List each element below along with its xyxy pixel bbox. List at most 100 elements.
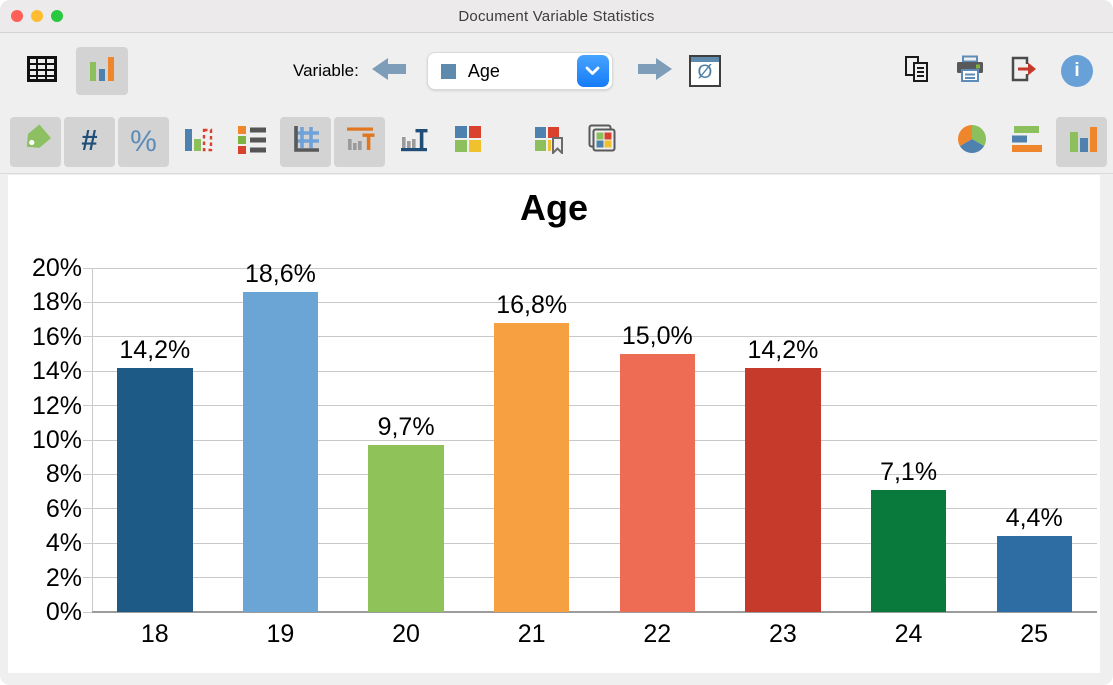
gridline <box>92 508 1097 510</box>
toolbar-top: Variable: Age Ø <box>0 33 1113 109</box>
bar-value-label: 18,6% <box>244 260 316 289</box>
color-squares-icon <box>454 125 482 158</box>
variable-select-value: Age <box>467 60 500 81</box>
gridline <box>92 370 1097 372</box>
colors-button[interactable] <box>442 117 493 167</box>
y-tick <box>83 405 92 407</box>
pie-chart-button[interactable] <box>946 117 997 167</box>
bar-24[interactable] <box>870 489 947 612</box>
y-tick <box>83 473 92 475</box>
y-tick-label: 16% <box>31 322 82 351</box>
bar-value-label: 7,1% <box>880 457 938 486</box>
export-button[interactable] <box>1009 56 1037 87</box>
chart-view-button[interactable] <box>76 47 128 95</box>
previous-variable-button[interactable] <box>371 56 407 87</box>
color-palette-button[interactable] <box>576 117 627 167</box>
y-tick <box>83 301 92 303</box>
bar-chart-icon <box>89 55 115 88</box>
pie-chart-icon <box>956 123 988 160</box>
y-tick-label: 12% <box>31 391 82 420</box>
legend-button[interactable] <box>226 117 277 167</box>
value-labels-button[interactable] <box>334 116 385 167</box>
hash-count-button[interactable]: # <box>64 116 115 167</box>
bar-19[interactable] <box>242 292 319 612</box>
print-button[interactable] <box>955 55 985 88</box>
bar-value-label: 9,7% <box>377 413 435 442</box>
variable-color-swatch <box>440 63 456 79</box>
tag-labels-button[interactable] <box>10 116 61 167</box>
y-tick <box>83 336 92 338</box>
legend-icon <box>237 124 267 159</box>
variable-select[interactable]: Age <box>426 52 613 90</box>
gridline <box>92 267 1097 269</box>
gridline <box>92 473 1097 475</box>
color-bookmark-button[interactable] <box>522 117 573 167</box>
titlebar: Document Variable Statistics <box>0 0 1113 33</box>
x-tick-label: 22 <box>643 620 672 648</box>
y-tick-label: 4% <box>45 529 82 558</box>
y-tick <box>83 508 92 510</box>
bar-value-label: 14,2% <box>747 335 819 364</box>
bar-21[interactable] <box>494 323 570 612</box>
axis-labels-icon <box>399 124 429 159</box>
tag-icon <box>20 123 52 160</box>
copy-icon <box>903 55 931 87</box>
zoom-button[interactable] <box>51 10 63 22</box>
bar-20[interactable] <box>368 445 444 612</box>
grid-button[interactable] <box>280 116 331 167</box>
y-tick-label: 10% <box>31 426 82 454</box>
minimize-button[interactable] <box>31 10 43 22</box>
y-tick-label: 6% <box>45 494 82 523</box>
arrow-left-icon <box>371 56 407 87</box>
bar-value-label: 14,2% <box>119 335 191 364</box>
y-tick <box>83 439 92 441</box>
y-tick-label: 8% <box>45 460 82 489</box>
y-tick-label: 0% <box>45 598 82 626</box>
close-button[interactable] <box>11 10 23 22</box>
bar-23[interactable] <box>745 367 821 612</box>
bar-25[interactable] <box>996 536 1072 612</box>
value-labels-icon <box>345 124 375 159</box>
horizontal-bar-chart-button[interactable] <box>1001 117 1052 167</box>
x-axis-line <box>92 611 1097 613</box>
color-bookmark-icon <box>533 124 563 159</box>
x-tick-label: 19 <box>266 620 295 648</box>
percent-button[interactable]: % <box>118 116 169 167</box>
gridline <box>92 336 1097 338</box>
chevron-down-icon <box>576 55 609 87</box>
traffic-lights <box>11 0 63 32</box>
bar-18[interactable] <box>117 367 193 612</box>
info-button[interactable]: i <box>1061 55 1093 87</box>
y-tick <box>83 267 92 269</box>
info-icon: i <box>1074 60 1080 81</box>
y-tick <box>83 542 92 544</box>
arrow-right-icon <box>637 56 673 87</box>
x-tick-label: 18 <box>140 620 169 648</box>
bar-22[interactable] <box>619 354 695 612</box>
copy-button[interactable] <box>903 55 931 88</box>
axis-labels-button[interactable] <box>388 117 439 167</box>
percent-icon: % <box>130 124 157 158</box>
x-tick-label: 23 <box>769 620 797 648</box>
chart-panel: Age 0% 2% 4% 6% 8% 10% 12% 14% 16% 18% 20% 14,2% 18 1… <box>8 175 1100 673</box>
x-tick-label: 24 <box>894 620 923 648</box>
y-tick-label: 14% <box>31 357 82 386</box>
chart-title: Age <box>519 187 588 228</box>
hash-icon: # <box>81 125 98 157</box>
missing-values-button[interactable] <box>172 117 223 167</box>
y-tick <box>83 611 92 613</box>
mean-values-button[interactable]: Ø <box>688 55 721 87</box>
mean-icon <box>690 57 719 62</box>
vertical-bar-chart-button[interactable] <box>1056 116 1107 167</box>
table-view-button[interactable] <box>16 47 68 95</box>
gridline <box>92 577 1097 579</box>
gridline <box>92 405 1097 407</box>
gridline <box>92 542 1097 544</box>
next-variable-button[interactable] <box>637 56 673 87</box>
y-tick-label: 20% <box>31 254 82 282</box>
bar-value-label: 15,0% <box>621 322 693 350</box>
gridline <box>92 301 1097 303</box>
y-tick-label: 2% <box>45 563 82 592</box>
table-icon <box>27 55 57 87</box>
